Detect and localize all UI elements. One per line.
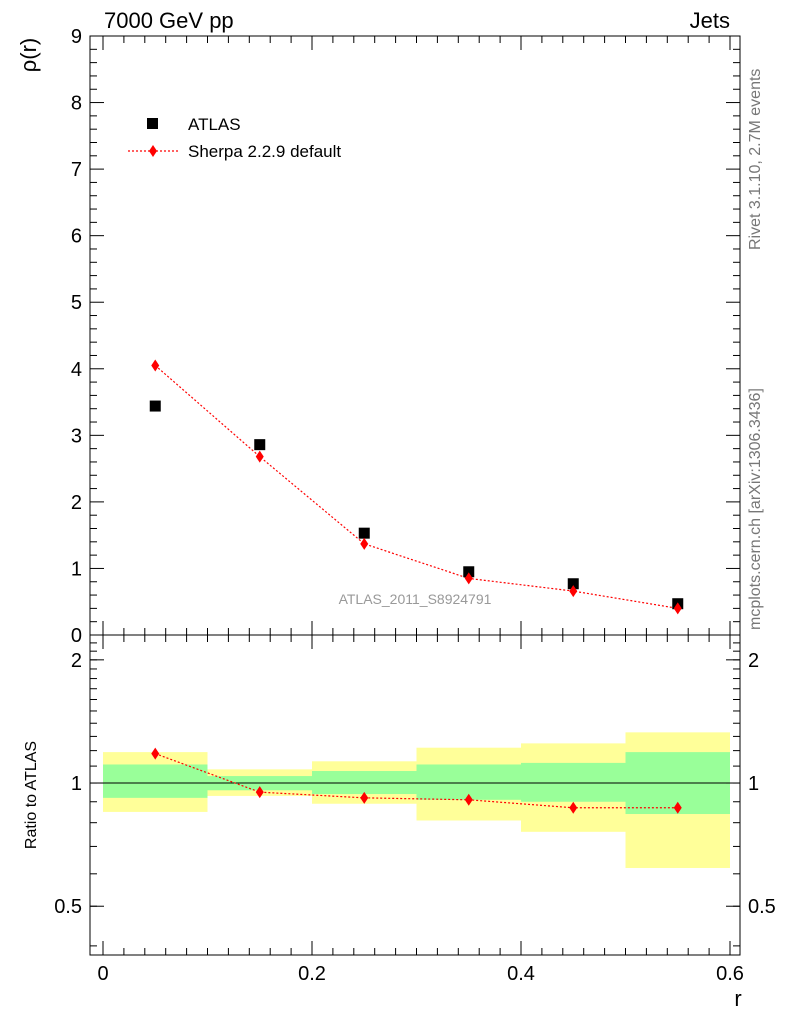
side-label-rivet: Rivet 3.1.10, 2.7M events <box>747 69 764 250</box>
ratio-sherpa-point <box>464 793 473 806</box>
ratio-y-tick-label-right: 1 <box>748 773 759 795</box>
ratio-inner-band <box>103 764 208 798</box>
sherpa-line <box>154 364 678 609</box>
ratio-sherpa-point <box>360 791 369 804</box>
ratio-y-tick-label-right: 0.5 <box>748 896 776 918</box>
main-y-tick-label: 2 <box>71 492 82 514</box>
sherpa-data-point <box>151 359 160 372</box>
ratio-sherpa-point <box>151 747 160 760</box>
ratio-sherpa-line <box>155 753 678 809</box>
x-axis-label: r <box>734 986 741 1011</box>
main-y-axis-label: ρ(r) <box>16 38 41 73</box>
ratio-sherpa-point <box>255 786 264 799</box>
legend: ATLAS Sherpa 2.2.9 default <box>128 115 341 161</box>
header-right-label: Jets <box>690 8 730 33</box>
main-y-tick-label: 4 <box>71 359 82 381</box>
x-tick-label: 0.2 <box>298 963 326 985</box>
ratio-inner-band <box>521 762 626 802</box>
main-y-tick-label: 8 <box>71 93 82 115</box>
main-y-tick-label: 9 <box>71 26 82 48</box>
ratio-sherpa-point <box>673 801 682 814</box>
legend-sherpa-marker <box>149 145 157 157</box>
header-left-label: 7000 GeV pp <box>104 8 234 33</box>
ratio-y-axis-label: Ratio to ATLAS <box>23 741 40 849</box>
ratio-y-tick-label-right: 2 <box>748 650 759 672</box>
legend-atlas-marker <box>147 118 158 129</box>
ratio-y-tick-label: 1 <box>71 773 82 795</box>
ratio-inner-band <box>312 771 417 795</box>
sherpa-data-point <box>569 585 578 598</box>
main-plot-panel: 0 1 2 3 4 5 6 7 8 9 <box>71 26 741 647</box>
main-y-tick-label: 1 <box>71 558 82 580</box>
x-tick-label: 0 <box>97 963 108 985</box>
sherpa-data-point <box>464 572 473 585</box>
legend-atlas-label: ATLAS <box>188 115 241 134</box>
watermark-label: ATLAS_2011_S8924791 <box>339 591 492 607</box>
main-y-tick-label: 7 <box>71 159 82 181</box>
x-tick-label: 0.6 <box>716 963 744 985</box>
main-y-tick-label: 3 <box>71 425 82 447</box>
ratio-frame <box>89 634 741 956</box>
ratio-sherpa-point <box>569 801 578 814</box>
atlas-data-point <box>149 400 161 412</box>
sherpa-data-point <box>673 602 682 615</box>
sherpa-data-point <box>360 537 369 550</box>
ratio-plot-panel: 0.5 0.5 1 1 2 2 0 0.2 0.4 0.6 <box>54 634 776 985</box>
main-y-tick-label: 5 <box>71 292 82 314</box>
atlas-data-point <box>567 578 579 590</box>
legend-sherpa-label: Sherpa 2.2.9 default <box>188 142 341 161</box>
x-tick-label: 0.4 <box>507 963 535 985</box>
sherpa-data-point <box>255 450 264 463</box>
ratio-y-tick-label: 2 <box>71 650 82 672</box>
main-y-tick-label: 0 <box>71 625 82 647</box>
atlas-data-point <box>254 439 266 451</box>
atlas-data-point <box>463 566 475 578</box>
side-label-mcplots: mcplots.cern.ch [arXiv:1306.3436] <box>747 388 764 630</box>
main-y-tick-label: 6 <box>71 226 82 248</box>
ratio-y-tick-label: 0.5 <box>54 896 82 918</box>
atlas-data-point <box>358 527 370 539</box>
